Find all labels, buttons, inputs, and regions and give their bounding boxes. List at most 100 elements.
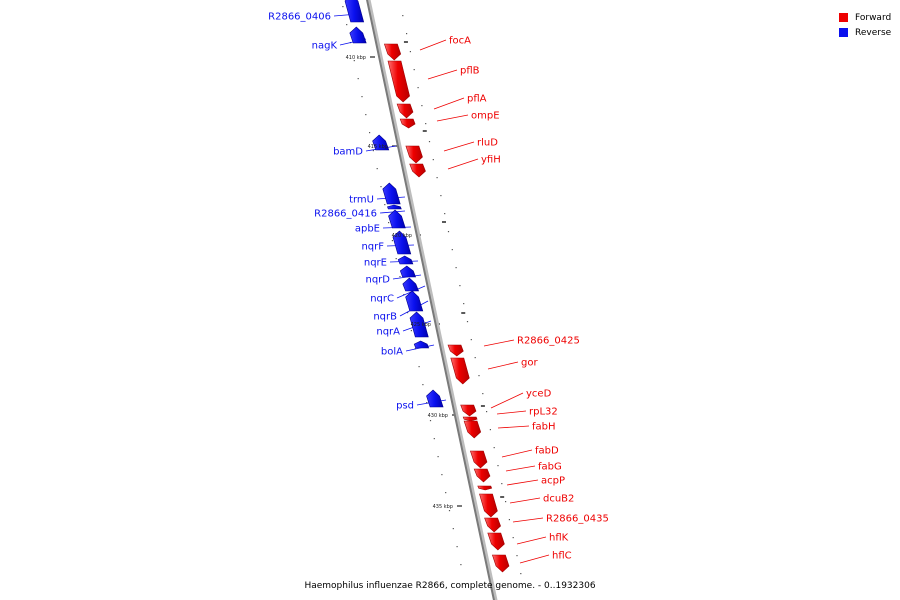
legend-item-reverse: Reverse	[839, 25, 891, 40]
gene-labels: R2866_0406 nagK focA pflB pflA ompE bamD rluD yf…	[268, 12, 609, 562]
gene-feature-fabG[interactable]	[473, 468, 491, 483]
leader-line-rpL32	[496, 410, 527, 415]
gene-feature-nqrA[interactable]	[409, 311, 429, 338]
minor-tick-dot	[437, 456, 439, 458]
leader-line-fabH	[497, 425, 530, 429]
leader-line-hflC	[519, 554, 550, 564]
gene-feature-pflB[interactable]	[387, 60, 410, 103]
gene-label-nqrC[interactable]: nqrC	[370, 294, 394, 305]
minor-tick-dot	[470, 339, 472, 341]
gene-feature-R2866_0406[interactable]	[344, 0, 365, 23]
gene-feature-bamD[interactable]	[372, 134, 390, 151]
gene-feature-R2866_0416[interactable]	[386, 204, 402, 210]
gene-feature-nqrC[interactable]	[402, 277, 420, 292]
genome-backbone	[366, 0, 495, 600]
gene-label-fabG[interactable]: fabG	[538, 462, 562, 473]
gene-label-R2866_0435[interactable]: R2866_0435	[546, 514, 609, 525]
gene-label-nqrD[interactable]: nqrD	[366, 275, 391, 286]
gene-label-pflA[interactable]: pflA	[467, 94, 487, 105]
gene-feature-pflA[interactable]	[396, 103, 414, 119]
gene-feature-dcuB2[interactable]	[479, 493, 498, 518]
gene-feature-rpL32[interactable]	[462, 416, 478, 422]
minor-tick-dot	[388, 222, 390, 224]
gene-feature-trmU[interactable]	[382, 182, 401, 205]
minor-tick-dot	[357, 78, 359, 80]
gene-feature-nqrB[interactable]	[405, 290, 424, 312]
gene-label-pflB[interactable]: pflB	[460, 66, 480, 77]
minor-tick-dot	[497, 465, 499, 467]
gene-label-bamD[interactable]: bamD	[333, 147, 363, 158]
gene-label-psd[interactable]: psd	[396, 401, 414, 412]
gene-feature-nagK[interactable]	[349, 26, 367, 44]
gene-feature-rluD[interactable]	[405, 145, 423, 164]
minor-tick-dot	[342, 6, 344, 8]
gene-feature-hflK[interactable]	[487, 532, 505, 551]
minor-tick-dot	[361, 96, 363, 98]
gene-label-R2866_0425[interactable]: R2866_0425	[517, 336, 580, 347]
gene-label-yfiH[interactable]: yfiH	[481, 155, 501, 166]
minor-tick-dot	[425, 123, 427, 125]
minor-tick-dot	[403, 294, 405, 296]
gene-label-ompE[interactable]: ompE	[471, 111, 500, 122]
gene-feature-yfiH[interactable]	[409, 163, 426, 178]
gene-features	[344, 0, 510, 573]
gene-feature-nqrF[interactable]	[392, 230, 412, 255]
gene-feature-gor[interactable]	[450, 357, 470, 385]
minor-tick-dot	[391, 240, 393, 242]
leader-line-pflB	[427, 69, 458, 80]
gene-label-focA[interactable]: focA	[449, 36, 471, 47]
leader-line-rluD	[443, 141, 475, 152]
gene-label-dcuB2[interactable]: dcuB2	[543, 494, 574, 505]
gene-label-apbE[interactable]: apbE	[355, 224, 380, 235]
gene-feature-fabH[interactable]	[463, 420, 482, 439]
minor-tick-dot	[456, 546, 458, 548]
gene-label-fabH[interactable]: fabH	[532, 422, 556, 433]
gene-label-rluD[interactable]: rluD	[477, 138, 498, 149]
gene-feature-psd[interactable]	[426, 389, 444, 408]
gene-feature-yceD[interactable]	[460, 404, 477, 417]
gene-feature-fabD[interactable]	[469, 450, 488, 469]
gene-label-bolA[interactable]: bolA	[381, 347, 403, 358]
gene-feature-ompE[interactable]	[399, 118, 416, 129]
gene-label-R2866_0406[interactable]: R2866_0406	[268, 12, 331, 23]
gene-label-R2866_0416[interactable]: R2866_0416	[314, 209, 377, 220]
gene-label-nqrB[interactable]: nqrB	[373, 312, 397, 323]
gene-label-nagK[interactable]: nagK	[312, 41, 338, 52]
leader-line-yceD	[490, 392, 524, 409]
gene-label-gor[interactable]: gor	[521, 358, 538, 369]
minor-tick-dot	[426, 402, 428, 404]
gene-label-hflK[interactable]: hflK	[549, 533, 569, 544]
gene-label-nqrE[interactable]: nqrE	[364, 258, 387, 269]
leader-line-R2866_0435	[512, 517, 544, 523]
gene-feature-bolA[interactable]	[413, 340, 430, 349]
minor-tick-dot	[402, 15, 404, 17]
minor-tick-dot	[474, 357, 476, 359]
gene-feature-acpP[interactable]	[477, 485, 493, 491]
gene-feature-R2866_0435[interactable]	[484, 517, 501, 533]
gene-label-trmU[interactable]: trmU	[349, 195, 374, 206]
minor-tick-dot	[516, 555, 518, 557]
label-leader-lines	[333, 13, 550, 564]
minor-tick-dot	[448, 510, 451, 512]
gene-label-nqrA[interactable]: nqrA	[376, 327, 400, 338]
gene-label-rpL32[interactable]: rpL32	[529, 407, 558, 418]
leader-line-pflA	[433, 97, 465, 110]
gene-label-acpP[interactable]: acpP	[541, 476, 565, 487]
minor-tick-dot	[493, 447, 495, 449]
gene-feature-nqrD[interactable]	[399, 265, 417, 278]
gene-feature-focA[interactable]	[383, 43, 402, 61]
minor-tick-dot	[365, 114, 367, 116]
gene-feature-hflC[interactable]	[491, 554, 510, 573]
minor-tick-dot	[376, 168, 378, 170]
gene-label-yceD[interactable]: yceD	[526, 389, 552, 400]
gene-label-hflC[interactable]: hflC	[552, 551, 572, 562]
gene-feature-apbE[interactable]	[388, 209, 406, 229]
minor-tick-dot	[508, 519, 510, 521]
gene-feature-R2866_0425[interactable]	[447, 344, 464, 357]
minor-tick-dot	[372, 150, 374, 152]
gene-label-fabD[interactable]: fabD	[535, 446, 559, 457]
leader-line-yfiH	[447, 158, 479, 170]
gene-label-nqrF[interactable]: nqrF	[361, 242, 384, 253]
gene-feature-nqrE[interactable]	[397, 255, 414, 265]
